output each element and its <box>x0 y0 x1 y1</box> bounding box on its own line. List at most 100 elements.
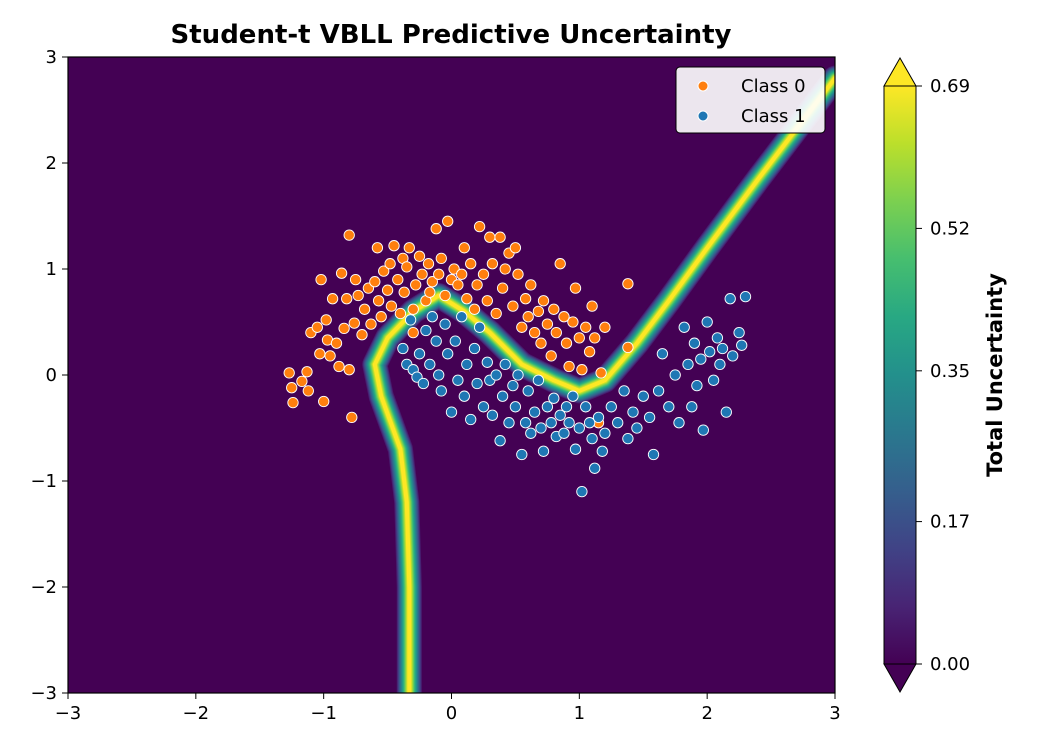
point-class-1-17 <box>452 374 464 386</box>
point-class-0-95 <box>560 337 573 349</box>
point-class-1-64 <box>605 401 617 413</box>
point-class-1-24 <box>473 321 486 333</box>
colorbar-extend-max <box>883 56 917 87</box>
x-tick-label: 3 <box>829 703 840 724</box>
point-class-0-31 <box>371 242 384 254</box>
point-class-1-85 <box>701 316 713 328</box>
point-class-0-64 <box>461 293 473 305</box>
point-class-0-26 <box>356 329 368 341</box>
point-class-0-44 <box>403 242 415 254</box>
point-class-1-36 <box>512 369 524 381</box>
point-class-1-62 <box>596 445 608 457</box>
point-class-1-23 <box>471 377 483 390</box>
point-class-1-77 <box>673 417 685 429</box>
uncertainty-background <box>68 57 835 693</box>
point-class-1-39 <box>522 385 534 397</box>
point-class-0-85 <box>528 326 541 339</box>
y-tick-label: 2 <box>46 153 57 174</box>
point-class-1-87 <box>707 374 720 386</box>
point-class-1-25 <box>477 401 490 413</box>
point-class-0-0 <box>283 367 295 379</box>
point-class-1-20 <box>461 358 473 371</box>
point-class-0-84 <box>525 279 537 291</box>
point-class-0-48 <box>413 250 426 262</box>
point-class-1-53 <box>567 390 579 402</box>
point-class-1-45 <box>541 401 554 413</box>
point-class-0-52 <box>424 286 436 298</box>
point-class-0-86 <box>532 305 545 318</box>
point-class-0-76 <box>499 263 511 275</box>
point-class-1-49 <box>554 409 566 421</box>
point-class-1-40 <box>525 427 537 439</box>
point-class-0-56 <box>435 252 447 265</box>
point-class-0-1 <box>286 382 298 394</box>
point-class-0-5 <box>302 385 314 397</box>
point-class-1-92 <box>724 293 736 305</box>
point-class-0-21 <box>343 364 355 376</box>
point-class-0-60 <box>448 263 460 275</box>
point-class-0-79 <box>509 242 522 254</box>
point-class-0-49 <box>416 268 428 280</box>
point-class-1-38 <box>519 417 532 429</box>
x-tick-label: −1 <box>310 703 337 724</box>
point-class-0-106 <box>595 367 607 379</box>
point-class-0-3 <box>296 375 308 388</box>
point-class-1-16 <box>449 335 461 347</box>
point-class-0-99 <box>573 332 585 344</box>
point-class-0-10 <box>318 395 330 408</box>
point-class-1-84 <box>697 424 709 436</box>
point-class-0-2 <box>287 396 299 409</box>
point-class-0-81 <box>516 321 528 333</box>
point-class-0-7 <box>311 321 323 333</box>
x-tick-label: −2 <box>183 703 210 724</box>
colorbar-ticks: 0.00 0.17 0.35 0.52 0.69 <box>916 76 970 675</box>
point-class-0-90 <box>545 350 557 362</box>
point-class-0-20 <box>343 229 355 241</box>
point-class-0-29 <box>365 318 377 330</box>
colorbar-gradient <box>884 86 916 664</box>
scatter-points <box>283 215 752 498</box>
point-class-1-41 <box>528 406 541 418</box>
point-class-1-83 <box>695 353 707 365</box>
point-class-0-72 <box>486 258 499 270</box>
series-class-1 <box>397 290 752 498</box>
point-class-1-72 <box>647 448 660 461</box>
legend: Class 0 Class 1 <box>675 66 826 134</box>
colorbar-tick-label: 0.00 <box>930 654 970 675</box>
point-class-1-67 <box>622 432 634 445</box>
point-class-0-23 <box>348 317 360 329</box>
point-class-0-100 <box>576 364 588 376</box>
point-class-0-43 <box>401 261 413 273</box>
point-class-0-22 <box>346 411 358 424</box>
point-class-0-61 <box>452 279 464 291</box>
point-class-1-79 <box>682 358 694 371</box>
point-class-1-34 <box>507 379 519 392</box>
point-class-1-46 <box>545 417 557 429</box>
y-tick-label: 0 <box>46 365 57 386</box>
point-class-1-81 <box>688 337 701 349</box>
point-class-0-75 <box>496 282 509 294</box>
point-class-1-30 <box>494 435 506 447</box>
point-class-0-103 <box>586 300 598 312</box>
point-class-0-83 <box>522 311 534 323</box>
colorbar-label: Total Uncertainty <box>983 273 1007 477</box>
point-class-1-52 <box>563 417 575 429</box>
point-class-1-78 <box>678 321 690 333</box>
point-class-0-15 <box>330 337 343 349</box>
point-class-1-58 <box>583 417 596 429</box>
point-class-0-17 <box>335 267 348 279</box>
point-class-0-18 <box>338 322 350 335</box>
point-class-1-10 <box>430 335 442 347</box>
point-class-1-57 <box>580 401 592 413</box>
point-class-0-33 <box>375 311 387 323</box>
colorbar-tick-label: 0.69 <box>930 76 970 97</box>
point-class-0-34 <box>378 265 390 277</box>
point-class-0-13 <box>324 350 336 362</box>
point-class-0-87 <box>535 337 547 349</box>
point-class-0-47 <box>410 279 422 291</box>
point-class-1-0 <box>397 342 409 355</box>
point-class-1-26 <box>481 356 493 368</box>
point-class-1-96 <box>739 290 752 303</box>
legend-label-class-1: Class 1 <box>741 106 806 127</box>
